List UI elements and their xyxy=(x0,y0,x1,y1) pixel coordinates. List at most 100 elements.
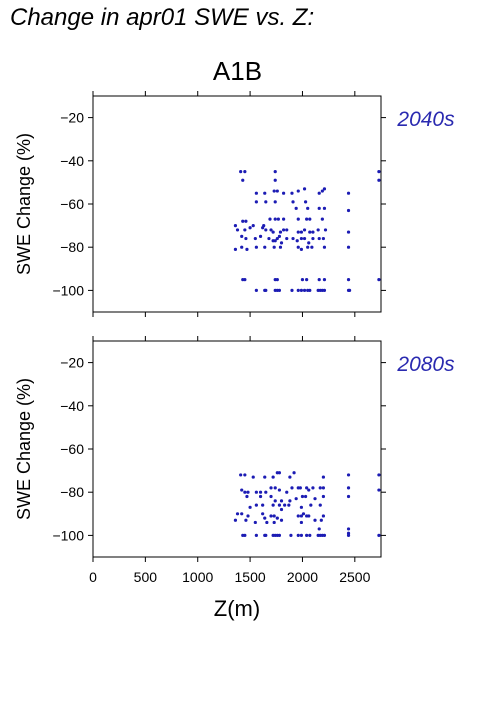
data-point xyxy=(307,488,311,492)
x-tick-label: 2500 xyxy=(339,569,370,585)
x-tick-label: 500 xyxy=(134,569,158,585)
data-point xyxy=(300,494,305,499)
data-point xyxy=(296,230,300,234)
data-point xyxy=(347,288,352,292)
y-tick-label: −100 xyxy=(52,282,84,298)
data-point xyxy=(321,514,325,518)
data-point xyxy=(308,533,312,538)
y-tick-label: −80 xyxy=(60,239,84,255)
data-point xyxy=(277,471,282,475)
data-point xyxy=(302,288,307,292)
data-point xyxy=(306,245,310,249)
data-point xyxy=(275,189,279,193)
data-point xyxy=(254,200,258,204)
data-point xyxy=(322,245,327,249)
data-point xyxy=(261,503,265,507)
data-point xyxy=(269,486,273,490)
data-point xyxy=(306,206,310,210)
data-point xyxy=(269,228,273,232)
data-point xyxy=(272,520,276,525)
data-point xyxy=(311,486,315,490)
data-point xyxy=(254,490,258,494)
data-point xyxy=(305,533,309,538)
data-point xyxy=(258,234,263,238)
y-tick-label: −20 xyxy=(60,355,84,371)
data-point xyxy=(272,189,276,193)
data-point xyxy=(243,170,247,174)
data-point xyxy=(299,236,304,241)
data-point xyxy=(248,505,252,509)
chart-title: Change in apr01 SWE vs. Z: xyxy=(10,4,315,31)
data-point xyxy=(269,494,273,499)
data-point xyxy=(264,533,268,538)
data-point xyxy=(309,503,313,507)
data-point xyxy=(318,503,322,507)
data-point xyxy=(305,278,309,282)
data-point xyxy=(248,226,252,230)
data-point xyxy=(273,178,277,182)
y-axis-label: SWE Change (%) xyxy=(14,378,34,520)
data-point xyxy=(240,488,244,492)
data-point xyxy=(263,516,267,520)
data-point xyxy=(278,245,283,249)
data-point xyxy=(243,533,247,538)
data-point xyxy=(275,516,279,520)
data-point xyxy=(299,533,304,538)
data-point xyxy=(279,499,284,503)
y-tick-label: −80 xyxy=(60,484,84,500)
data-point xyxy=(244,518,248,522)
data-point xyxy=(313,518,317,522)
data-point xyxy=(239,170,243,174)
data-point xyxy=(321,475,325,479)
data-point xyxy=(377,488,381,492)
data-point xyxy=(265,520,269,525)
data-point xyxy=(233,247,238,251)
data-point xyxy=(240,512,244,516)
data-point xyxy=(299,520,304,525)
data-point xyxy=(246,514,250,518)
data-point xyxy=(305,217,309,221)
panel-2040s: −20 −40 −60 −80 −100 SWE Change (%) 2040s xyxy=(14,91,455,317)
panel-2080s: −20 −40 −60 −80 −100 0 500 1000 1500 2000 2500 SWE … xyxy=(14,336,455,585)
data-point xyxy=(254,191,258,195)
data-point xyxy=(290,288,294,292)
data-point xyxy=(319,518,323,522)
data-point xyxy=(277,234,282,238)
data-point xyxy=(313,497,317,501)
data-point xyxy=(282,228,286,232)
data-point xyxy=(294,206,298,210)
data-point xyxy=(321,494,325,499)
data-point xyxy=(240,245,244,249)
data-point xyxy=(310,245,314,249)
data-point xyxy=(277,488,282,492)
data-point xyxy=(291,200,295,204)
data-point xyxy=(273,170,277,174)
data-point xyxy=(253,236,257,241)
data-point xyxy=(251,475,255,479)
data-point xyxy=(294,497,298,501)
data-point xyxy=(308,288,312,292)
data-point xyxy=(346,494,351,499)
data-point xyxy=(244,236,248,241)
data-point xyxy=(317,236,321,241)
data-point xyxy=(239,473,243,477)
data-point xyxy=(279,241,284,245)
data-point xyxy=(282,217,286,221)
data-point xyxy=(244,219,248,223)
data-point xyxy=(308,217,312,221)
data-point xyxy=(317,191,321,195)
data-point xyxy=(279,507,284,512)
data-point xyxy=(323,228,328,232)
data-point xyxy=(317,278,321,282)
data-point xyxy=(346,486,351,490)
period-label: 2040s xyxy=(396,108,455,131)
data-point xyxy=(311,230,315,234)
y-tick-label: −20 xyxy=(60,110,84,126)
data-point xyxy=(241,219,245,223)
scenario-title: A1B xyxy=(212,56,263,86)
data-point xyxy=(377,533,381,538)
data-point xyxy=(377,170,381,174)
data-point xyxy=(264,490,268,494)
data-point xyxy=(240,234,244,238)
data-point xyxy=(301,512,306,516)
